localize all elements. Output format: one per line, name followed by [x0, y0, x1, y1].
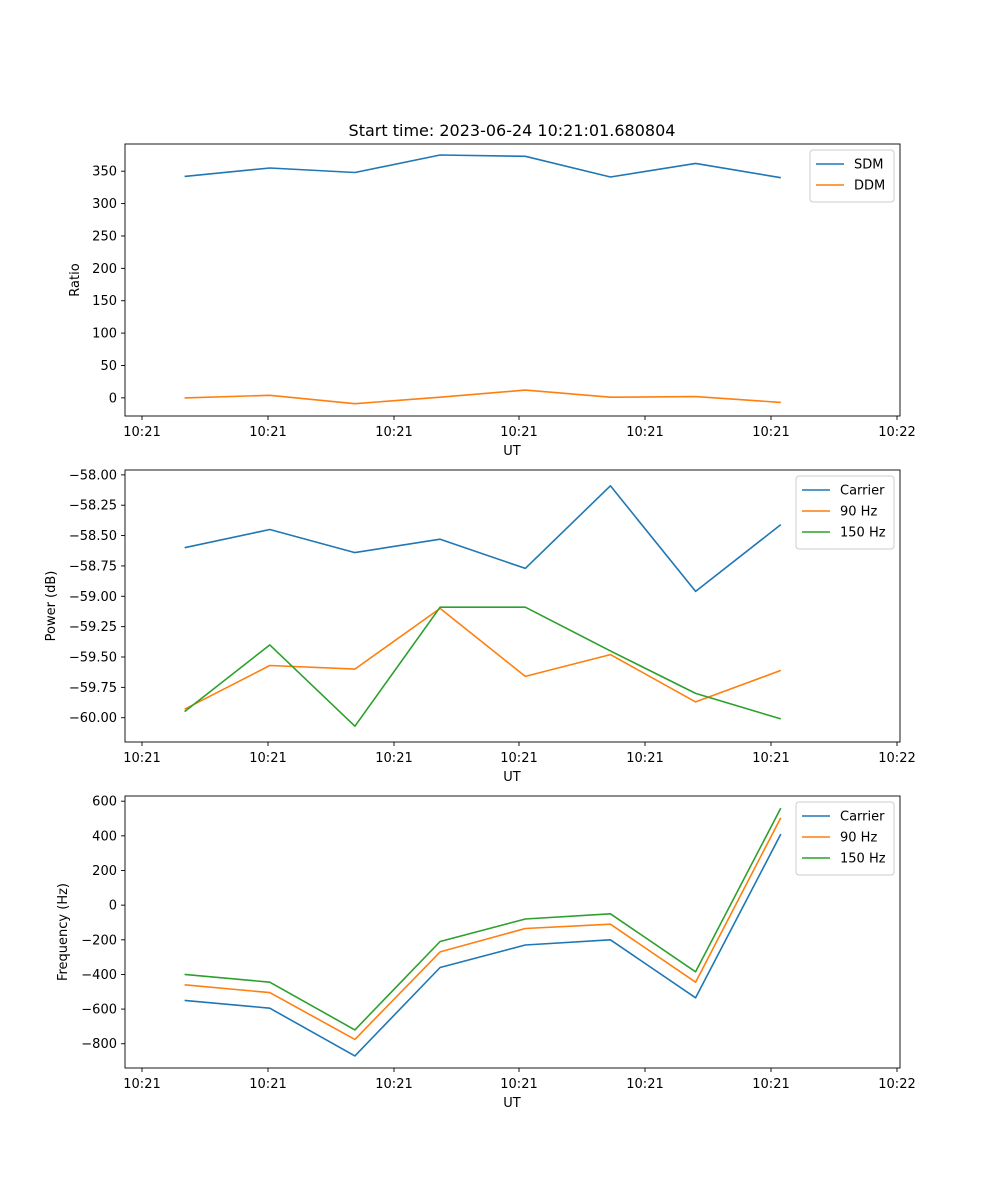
legend: SDM DDM — [809, 149, 895, 203]
x-tick-label: 10:21 — [123, 1077, 160, 1092]
y-tick-label: −59.50 — [69, 651, 117, 666]
x-axis-label: UT — [503, 770, 521, 785]
y-tick-label: 350 — [92, 165, 117, 180]
y-tick-label: −59.25 — [69, 620, 117, 635]
series-line-90-hz — [184, 817, 782, 1041]
series-line-carrier — [184, 833, 782, 1057]
figure-title: Start time: 2023-06-24 10:21:01.680804 — [349, 121, 676, 140]
x-tick-label: 10:21 — [375, 425, 412, 440]
y-tick-label: −60.00 — [69, 711, 117, 726]
y-tick-label: 250 — [92, 229, 117, 244]
y-tick-label: 600 — [92, 795, 117, 810]
x-tick-label: 10:21 — [626, 425, 663, 440]
legend-label: 90 Hz — [840, 505, 877, 520]
x-tick-label: 10:21 — [375, 1077, 412, 1092]
legend-label: SDM — [854, 158, 883, 173]
x-tick-label: 10:21 — [249, 751, 286, 766]
x-axis-label: UT — [503, 444, 521, 459]
series-line-carrier — [184, 484, 782, 593]
plot-frame — [124, 795, 901, 1069]
y-tick-label: −59.00 — [69, 590, 117, 605]
legend-label: Carrier — [840, 484, 885, 499]
panels: 0 50 100 150 200 250 300 350 10:21 10:21 10:21 10:2… — [44, 143, 916, 1111]
legend-label: 90 Hz — [840, 831, 877, 846]
plot-frame — [124, 469, 901, 743]
x-tick-label: 10:22 — [878, 1077, 915, 1092]
y-tick-label: 400 — [92, 829, 117, 844]
x-axis-label: UT — [503, 1096, 521, 1111]
x-tick-label: 10:21 — [123, 425, 160, 440]
y-tick-label: 0 — [109, 391, 117, 406]
legend: Carrier 90 Hz 150 Hz — [795, 475, 895, 550]
panel-2: −60.00 −59.75 −59.50 −59.25 −59.00 −58.75 −58.… — [44, 468, 916, 785]
y-axis-label: Power (dB) — [44, 571, 59, 642]
y-tick-label: 150 — [92, 294, 117, 309]
series-line-150-hz — [184, 807, 782, 1031]
series-line-ddm — [184, 389, 781, 405]
legend-box — [795, 801, 895, 876]
legend-box — [795, 475, 895, 550]
x-tick-label: 10:22 — [878, 751, 915, 766]
x-tick-label: 10:21 — [375, 751, 412, 766]
y-tick-label: 0 — [109, 899, 117, 914]
x-tick-label: 10:21 — [500, 425, 537, 440]
panel-1: 0 50 100 150 200 250 300 350 10:21 10:21 10:21 10:2… — [68, 143, 916, 459]
x-tick-label: 10:21 — [500, 751, 537, 766]
legend-label: Carrier — [840, 810, 885, 825]
x-tick-label: 10:21 — [752, 1077, 789, 1092]
x-tick-label: 10:21 — [626, 1077, 663, 1092]
y-tick-label: −58.00 — [69, 468, 117, 483]
series-line-sdm — [184, 154, 781, 179]
y-tick-label: −200 — [81, 933, 117, 948]
legend-label: DDM — [854, 179, 885, 194]
y-tick-label: 100 — [92, 327, 117, 342]
y-tick-label: 300 — [92, 197, 117, 212]
panel-3: −800 −600 −400 −200 0 200 400 600 10:21 10:21 10:2… — [56, 795, 916, 1111]
x-tick-label: 10:21 — [752, 425, 789, 440]
y-tick-label: 50 — [100, 359, 117, 374]
y-tick-label: −800 — [81, 1037, 117, 1052]
y-tick-label: 200 — [92, 262, 117, 277]
y-tick-label: −59.75 — [69, 681, 117, 696]
series-line-90-hz — [184, 607, 782, 710]
x-tick-label: 10:21 — [123, 751, 160, 766]
legend: Carrier 90 Hz 150 Hz — [795, 801, 895, 876]
series-line-150-hz — [184, 606, 782, 728]
y-axis-label: Ratio — [68, 263, 83, 296]
x-tick-label: 10:21 — [626, 751, 663, 766]
x-tick-label: 10:22 — [878, 425, 915, 440]
x-tick-label: 10:21 — [249, 425, 286, 440]
x-tick-label: 10:21 — [752, 751, 789, 766]
plot-frame — [124, 143, 901, 417]
y-tick-label: −600 — [81, 1003, 117, 1018]
y-axis-label: Frequency (Hz) — [56, 883, 71, 981]
legend-label: 150 Hz — [840, 852, 886, 867]
y-tick-label: −58.25 — [69, 499, 117, 514]
y-tick-label: −58.75 — [69, 559, 117, 574]
x-tick-label: 10:21 — [249, 1077, 286, 1092]
legend-box — [809, 149, 895, 203]
x-tick-label: 10:21 — [500, 1077, 537, 1092]
y-tick-label: 200 — [92, 864, 117, 879]
legend-label: 150 Hz — [840, 526, 886, 541]
y-tick-label: −400 — [81, 968, 117, 983]
y-tick-label: −58.50 — [69, 529, 117, 544]
